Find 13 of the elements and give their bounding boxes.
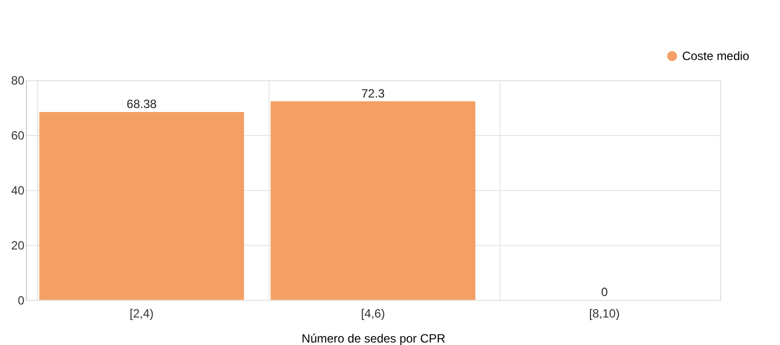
y-tick-label: 60 (11, 128, 25, 143)
data-label: 0 (601, 284, 608, 299)
y-tick-label: 20 (11, 238, 25, 252)
x-tick-label: [4,6) (361, 306, 386, 320)
x-tick-label: [8,10) (589, 306, 620, 320)
x-axis-title: Número de sedes por CPR (302, 331, 446, 345)
y-tick-label: 40 (11, 183, 25, 198)
x-tick-label: [2,4) (130, 306, 154, 320)
data-label: 68.38 (126, 97, 157, 112)
data-label: 72.3 (361, 86, 386, 100)
y-tick-label: 80 (11, 74, 25, 88)
legend-label: Coste medio (682, 49, 750, 64)
y-tick-label: 0 (18, 293, 25, 308)
